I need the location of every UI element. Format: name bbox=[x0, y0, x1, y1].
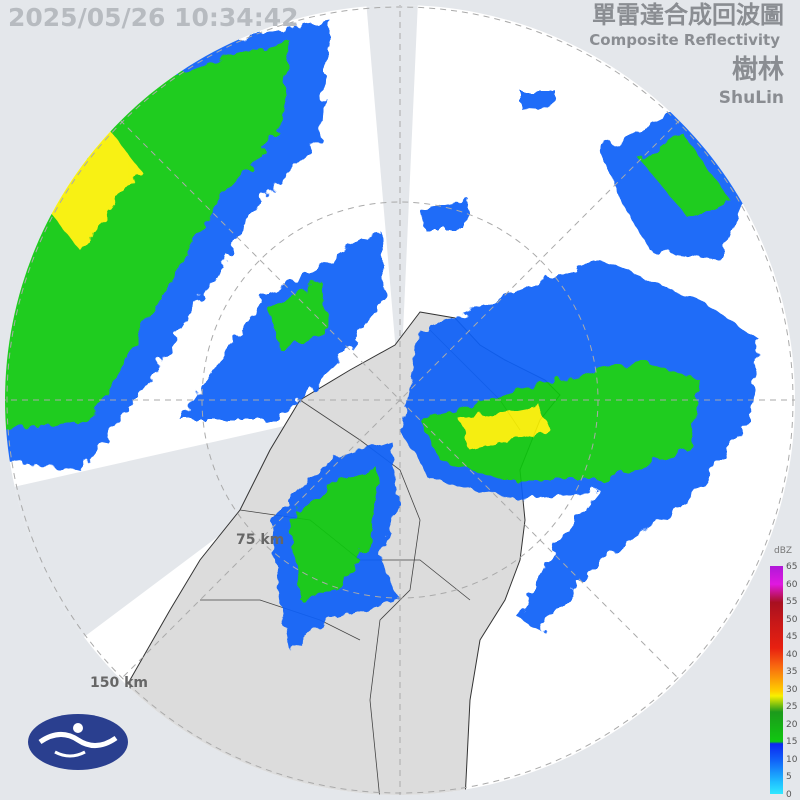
legend-tick: 55 bbox=[786, 597, 798, 607]
title-chinese: 單雷達合成回波圖 bbox=[592, 1, 784, 29]
legend-tick: 20 bbox=[786, 719, 798, 730]
legend-tick: 5 bbox=[786, 772, 792, 782]
legend-tick: 15 bbox=[786, 737, 798, 747]
timestamp: 2025/05/26 10:34:42 bbox=[8, 3, 299, 32]
legend-tick: 45 bbox=[786, 632, 798, 642]
blocked-sector-north bbox=[366, 5, 418, 400]
legend-tick: 35 bbox=[786, 667, 798, 677]
station-english: ShuLin bbox=[718, 88, 784, 108]
legend-tick: 0 bbox=[786, 789, 792, 800]
ring-label-150km: 150 km bbox=[90, 675, 148, 691]
echoes bbox=[5, 20, 760, 650]
legend-tick: 50 bbox=[786, 614, 798, 625]
legend-tick: 10 bbox=[786, 754, 798, 765]
station-chinese: 樹林 bbox=[731, 55, 784, 85]
legend-tick: 65 bbox=[786, 562, 798, 572]
legend-tick: 60 bbox=[786, 579, 798, 590]
legend-tick: 25 bbox=[786, 702, 798, 712]
legend-tick: 30 bbox=[786, 684, 798, 695]
dbz-legend: dBZ 65 60 55 50 45 40 35 30 25 20 15 10 5 0 bbox=[766, 546, 800, 800]
legend-color-bar bbox=[770, 566, 783, 794]
legend-unit: dBZ bbox=[774, 546, 793, 556]
ring-label-75km: 75 km bbox=[236, 532, 285, 548]
legend-tick: 40 bbox=[786, 649, 798, 660]
cwa-logo bbox=[28, 714, 128, 770]
title-english: Composite Reflectivity bbox=[589, 31, 780, 49]
